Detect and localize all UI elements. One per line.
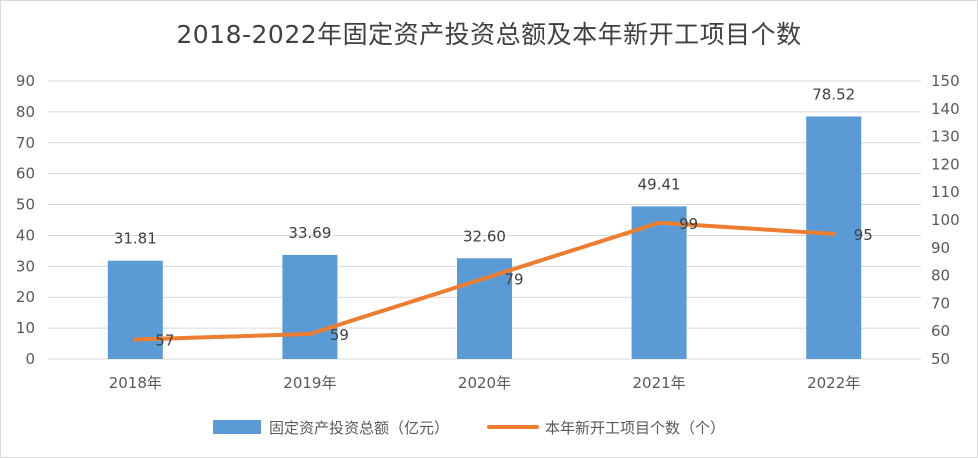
line-data-label: 95 [854, 226, 873, 244]
chart-title: 2018-2022年固定资产投资总额及本年新开工项目个数 [176, 20, 802, 49]
y-left-tick-label: 70 [16, 134, 35, 152]
y-right-tick-label: 90 [931, 239, 950, 257]
y-right-tick-label: 120 [931, 155, 960, 173]
bar [107, 260, 163, 359]
legend-bar-swatch [213, 420, 261, 434]
y-right-tick-label: 130 [931, 128, 960, 146]
y-left-tick-label: 10 [16, 319, 35, 337]
line-data-label: 59 [330, 326, 349, 344]
bar-data-label: 33.69 [288, 224, 331, 242]
y-left-tick-label: 0 [25, 350, 35, 368]
y-right-tick-label: 150 [931, 72, 960, 90]
y-left-tick-label: 80 [16, 103, 35, 121]
y-right-tick-label: 140 [931, 100, 960, 118]
line-point [482, 276, 487, 281]
bar-data-label: 31.81 [114, 230, 157, 248]
y-left-tick-label: 20 [16, 288, 35, 306]
line-data-label: 79 [505, 270, 524, 288]
line-point [307, 331, 312, 336]
bar-data-label: 32.60 [463, 227, 506, 245]
legend-bar-label: 固定资产投资总额（亿元） [269, 419, 449, 437]
x-tick-label: 2020年 [458, 374, 511, 392]
line-point [831, 231, 836, 236]
bar [282, 254, 338, 359]
y-right-tick-label: 100 [931, 211, 960, 229]
y-left-tick-label: 50 [16, 196, 35, 214]
y-left-tick-label: 30 [16, 257, 35, 275]
line-point [657, 220, 662, 225]
line-data-label: 57 [155, 332, 174, 350]
y-left-tick-label: 40 [16, 226, 35, 244]
x-tick-label: 2021年 [633, 374, 686, 392]
bar-data-label: 49.41 [638, 175, 681, 193]
bar [806, 116, 862, 359]
y-right-tick-label: 80 [931, 267, 950, 285]
line-data-label: 99 [679, 215, 698, 233]
x-tick-label: 2018年 [109, 374, 162, 392]
line-point [133, 337, 138, 342]
y-right-tick-label: 70 [931, 294, 950, 312]
y-right-tick-label: 60 [931, 322, 950, 340]
x-tick-label: 2022年 [807, 374, 860, 392]
y-right-tick-label: 110 [931, 183, 960, 201]
y-right-tick-label: 50 [931, 350, 950, 368]
bar [457, 258, 512, 359]
y-left-tick-label: 90 [16, 72, 35, 90]
bar [631, 206, 687, 359]
legend-line-label: 本年新开工项目个数（个） [545, 419, 725, 437]
x-tick-label: 2019年 [283, 374, 336, 392]
bar-data-label: 78.52 [812, 85, 855, 103]
y-left-tick-label: 60 [16, 165, 35, 183]
